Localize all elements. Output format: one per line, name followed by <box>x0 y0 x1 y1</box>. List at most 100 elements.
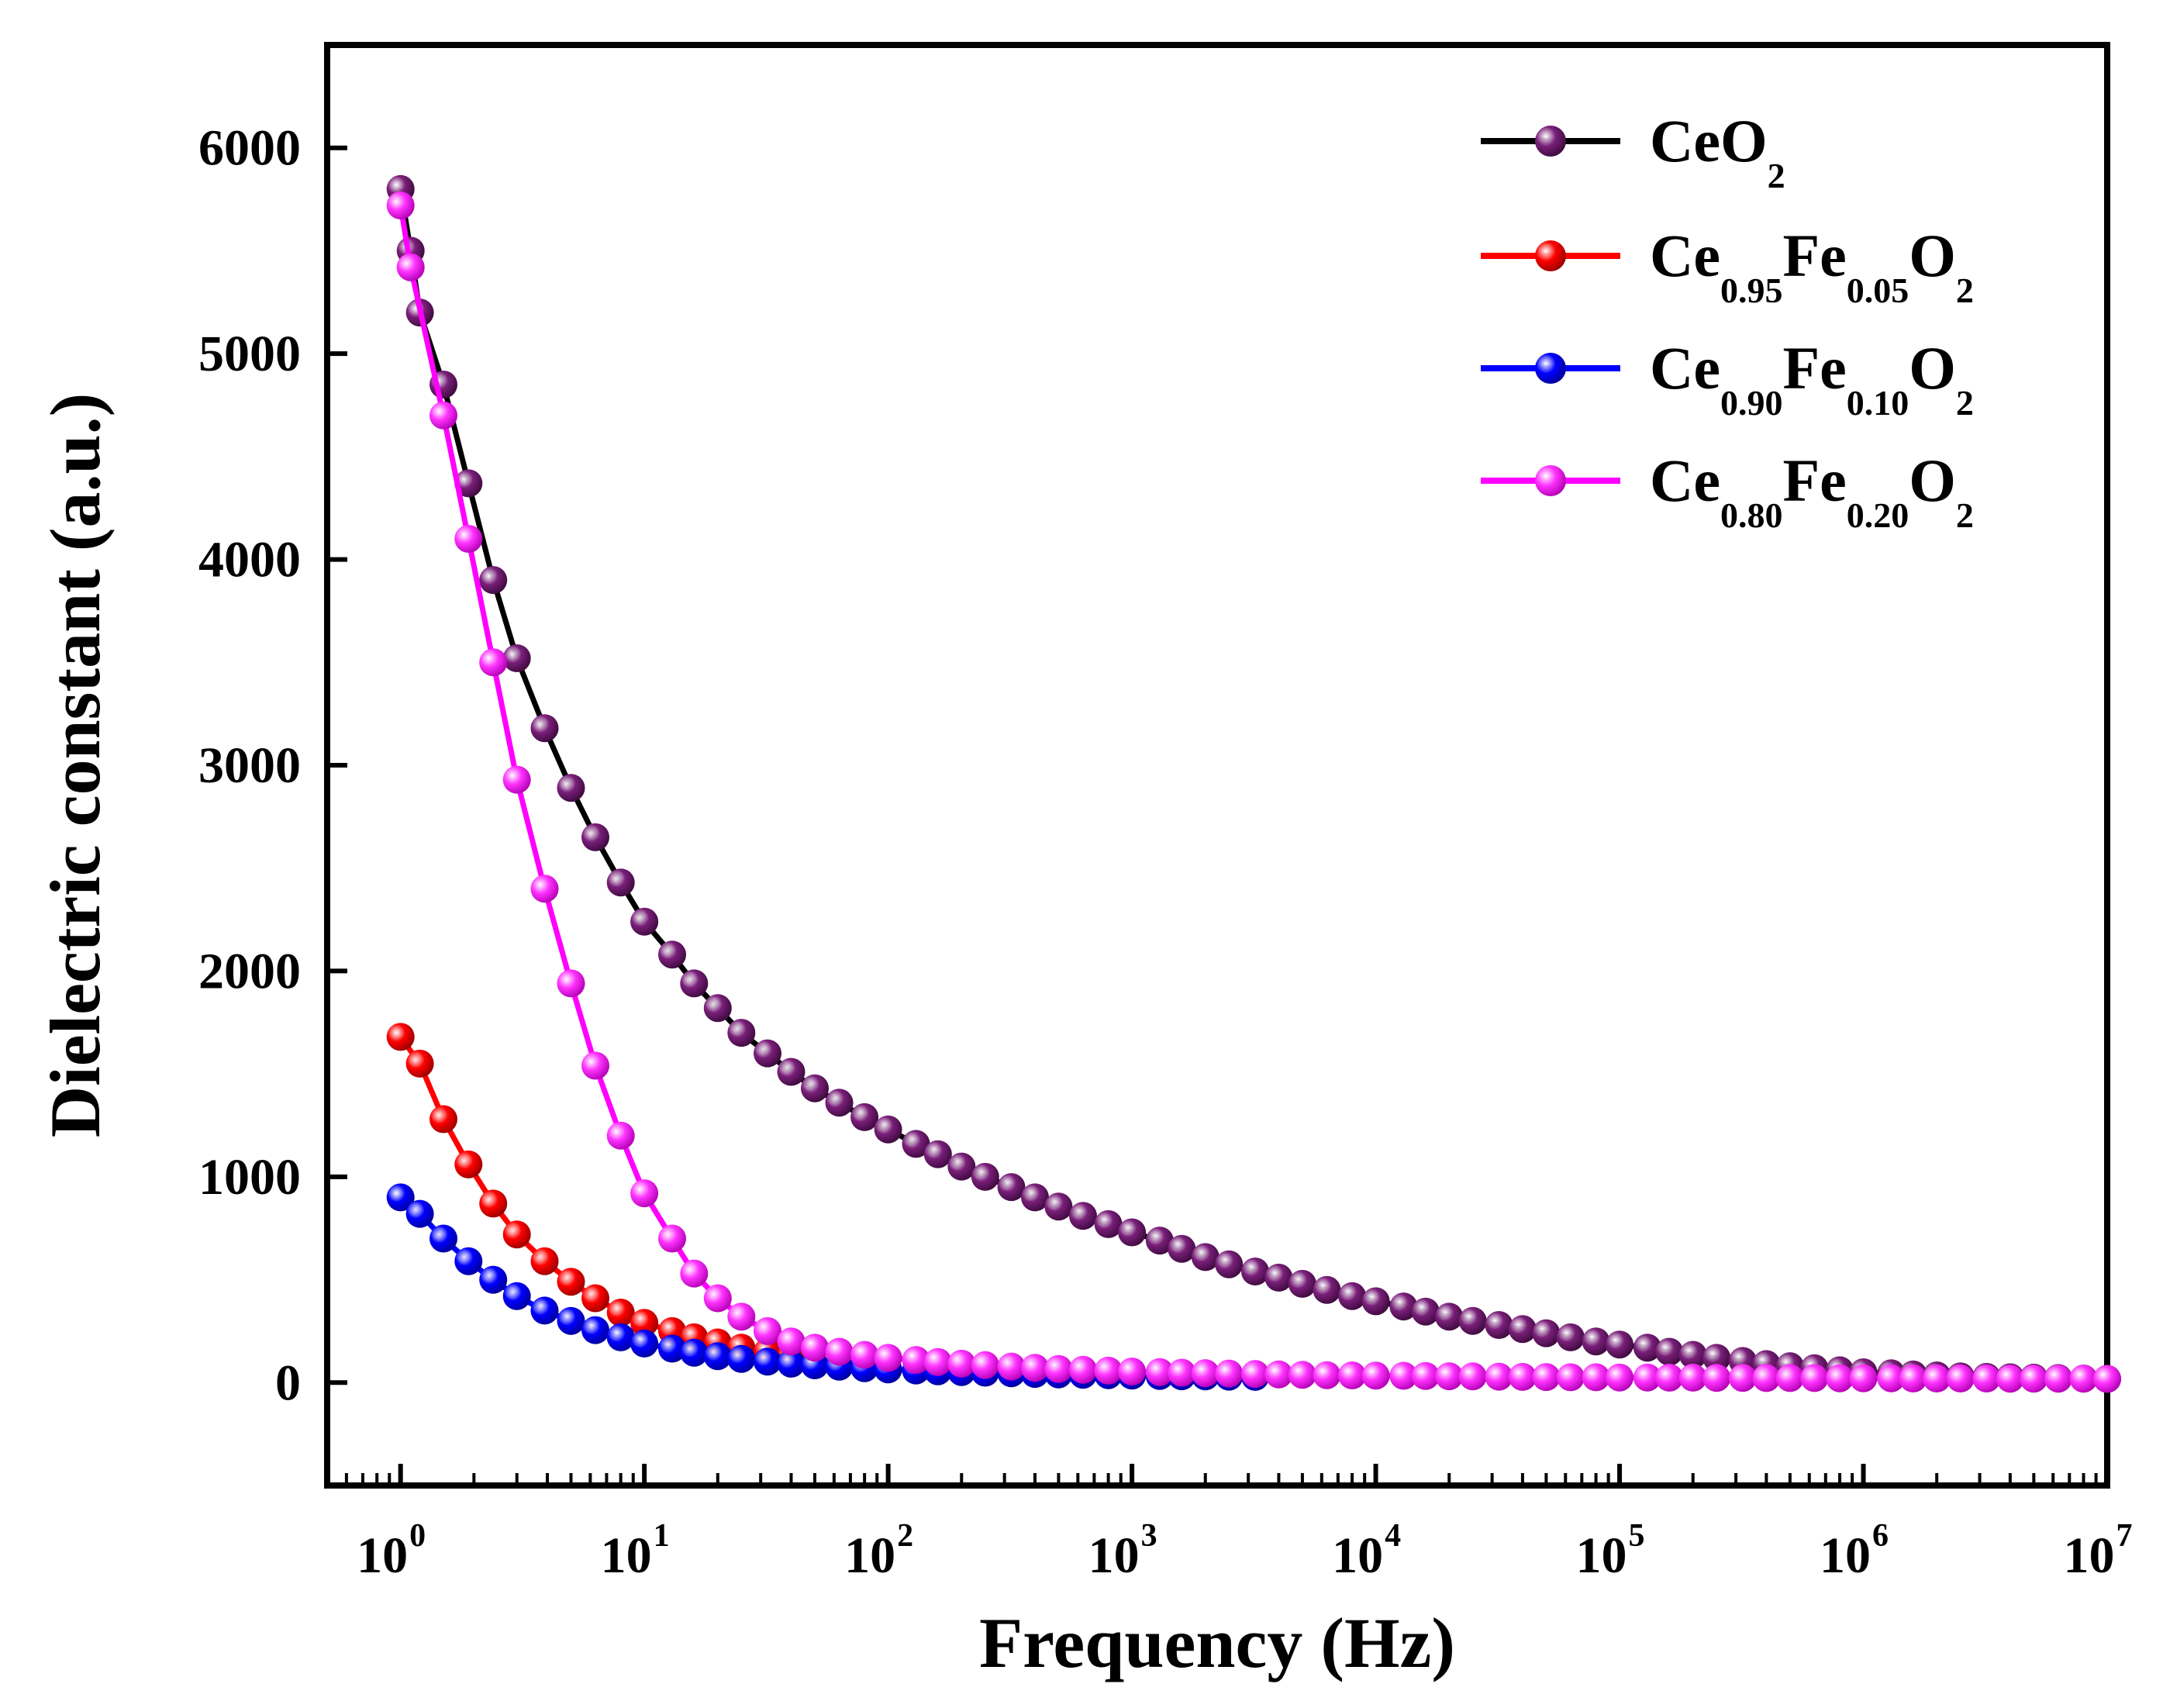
data-point <box>2020 1365 2048 1393</box>
data-point <box>1458 1306 1487 1335</box>
data-point <box>2093 1365 2121 1393</box>
data-point <box>479 648 508 677</box>
data-point <box>1556 1363 1585 1392</box>
data-point <box>1435 1303 1464 1331</box>
data-point <box>1485 1311 1513 1339</box>
y-tick-label: 0 <box>275 1354 301 1411</box>
data-point <box>606 1121 635 1150</box>
data-point <box>727 1019 756 1047</box>
data-point <box>1606 1330 1633 1359</box>
data-point <box>703 1342 732 1371</box>
data-point <box>454 525 483 553</box>
legend-item: Ce0.90Fe0.10O2 <box>1481 334 1974 423</box>
data-point <box>754 1347 781 1376</box>
data-point <box>1069 1202 1097 1230</box>
data-point <box>386 192 415 219</box>
series-0 <box>386 174 2121 1393</box>
data-point <box>680 1259 709 1288</box>
data-point <box>581 823 609 851</box>
data-point <box>581 1051 609 1080</box>
data-point <box>1118 1218 1147 1247</box>
y-tick-label: 3000 <box>198 737 301 794</box>
data-point <box>454 1247 483 1275</box>
data-point <box>530 1296 559 1325</box>
data-point <box>429 401 457 430</box>
data-point <box>1389 1361 1418 1390</box>
data-point <box>1728 1364 1757 1392</box>
data-point <box>971 1351 999 1379</box>
data-point <box>581 1316 609 1344</box>
data-point <box>754 1039 781 1068</box>
data-point <box>502 765 531 794</box>
data-point <box>454 469 483 498</box>
data-point <box>1215 1250 1244 1278</box>
data-point <box>386 1183 415 1212</box>
data-point <box>1411 1297 1440 1326</box>
data-point <box>825 1089 854 1117</box>
data-point <box>902 1130 930 1158</box>
data-point <box>1678 1363 1707 1392</box>
data-point <box>777 1058 806 1086</box>
data-point <box>777 1349 806 1378</box>
data-point <box>557 969 585 998</box>
data-point <box>2069 1365 2098 1393</box>
data-point <box>1582 1327 1610 1356</box>
data-point <box>1633 1363 1661 1392</box>
data-point <box>502 1220 531 1249</box>
data-point <box>923 1347 952 1376</box>
data-point <box>703 994 732 1023</box>
y-tick-label: 2000 <box>198 943 301 999</box>
legend-label: Ce0.90Fe0.10O2 <box>1650 334 1974 423</box>
data-point <box>997 1173 1026 1202</box>
data-point <box>1069 1355 1097 1384</box>
data-point <box>557 1268 585 1296</box>
data-point <box>479 566 508 595</box>
data-point <box>997 1352 1026 1381</box>
x-axis-label: Frequency (Hz) <box>979 1603 1455 1682</box>
data-point <box>727 1303 756 1331</box>
data-point <box>703 1284 732 1313</box>
data-point <box>902 1346 930 1375</box>
data-point <box>850 1341 879 1369</box>
data-point <box>1094 1209 1123 1238</box>
legend-label: CeO2 <box>1650 107 1785 195</box>
series-3 <box>386 192 2121 1393</box>
x-tick-label: 100 <box>357 1518 426 1584</box>
legend-marker <box>1535 240 1566 271</box>
data-point <box>479 1265 508 1294</box>
data-point <box>1411 1361 1440 1390</box>
data-point <box>1508 1362 1537 1391</box>
ticks-layer: 0 1000 2000 3000 4000 5000 6000 100 101 102 103 104… <box>198 120 2133 1584</box>
data-point <box>557 774 585 802</box>
data-point <box>1775 1364 1804 1392</box>
y-axis-label: Dielectric constant (a.u.) <box>36 393 115 1138</box>
data-point <box>1361 1361 1390 1390</box>
series-layer <box>386 174 2121 1393</box>
data-point <box>386 1023 415 1051</box>
data-point <box>1044 1192 1073 1221</box>
data-point <box>429 1105 457 1133</box>
data-point <box>1021 1354 1049 1382</box>
data-point <box>1361 1287 1390 1316</box>
legend-marker <box>1535 126 1566 157</box>
data-point <box>1145 1358 1174 1386</box>
data-point <box>1702 1364 1731 1392</box>
data-point <box>1241 1360 1269 1389</box>
data-point <box>530 714 559 743</box>
x-tick-label: 107 <box>2064 1518 2133 1584</box>
y-tick-label: 1000 <box>198 1149 301 1206</box>
data-point <box>1508 1315 1537 1344</box>
data-point <box>1606 1363 1633 1392</box>
data-point <box>1877 1364 1906 1392</box>
data-point <box>1655 1337 1684 1366</box>
data-point <box>1435 1362 1464 1391</box>
data-point <box>1996 1365 2024 1393</box>
data-point <box>630 907 659 936</box>
data-point <box>1288 1269 1316 1298</box>
data-point <box>1556 1323 1585 1351</box>
data-point <box>396 253 425 281</box>
data-point <box>1485 1362 1513 1391</box>
data-point <box>454 1150 483 1178</box>
data-point <box>1923 1365 1951 1392</box>
